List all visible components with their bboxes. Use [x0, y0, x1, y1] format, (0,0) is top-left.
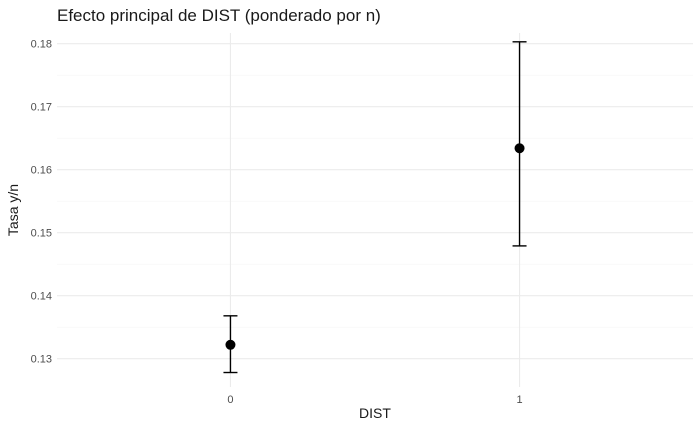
chart-title: Efecto principal de DIST (ponderado por …: [57, 6, 381, 25]
y-tick-label: 0.17: [31, 102, 52, 114]
x-tick-label: 0: [227, 394, 233, 406]
grid: [57, 33, 693, 387]
data-point: [225, 339, 236, 350]
y-axis-title: Tasa y/n: [5, 184, 21, 236]
y-tick-label: 0.16: [31, 165, 52, 177]
data-point: [514, 143, 525, 154]
y-tick-label: 0.14: [31, 291, 52, 303]
y-axis-ticks: 0.13 0.14 0.15 0.16 0.17 0.18: [31, 39, 52, 366]
y-tick-label: 0.18: [31, 39, 52, 51]
data-marks: [223, 41, 527, 374]
y-tick-label: 0.13: [31, 354, 52, 366]
y-tick-label: 0.15: [31, 228, 52, 240]
x-tick-label: 1: [516, 394, 522, 406]
x-axis-title: DIST: [359, 405, 391, 421]
